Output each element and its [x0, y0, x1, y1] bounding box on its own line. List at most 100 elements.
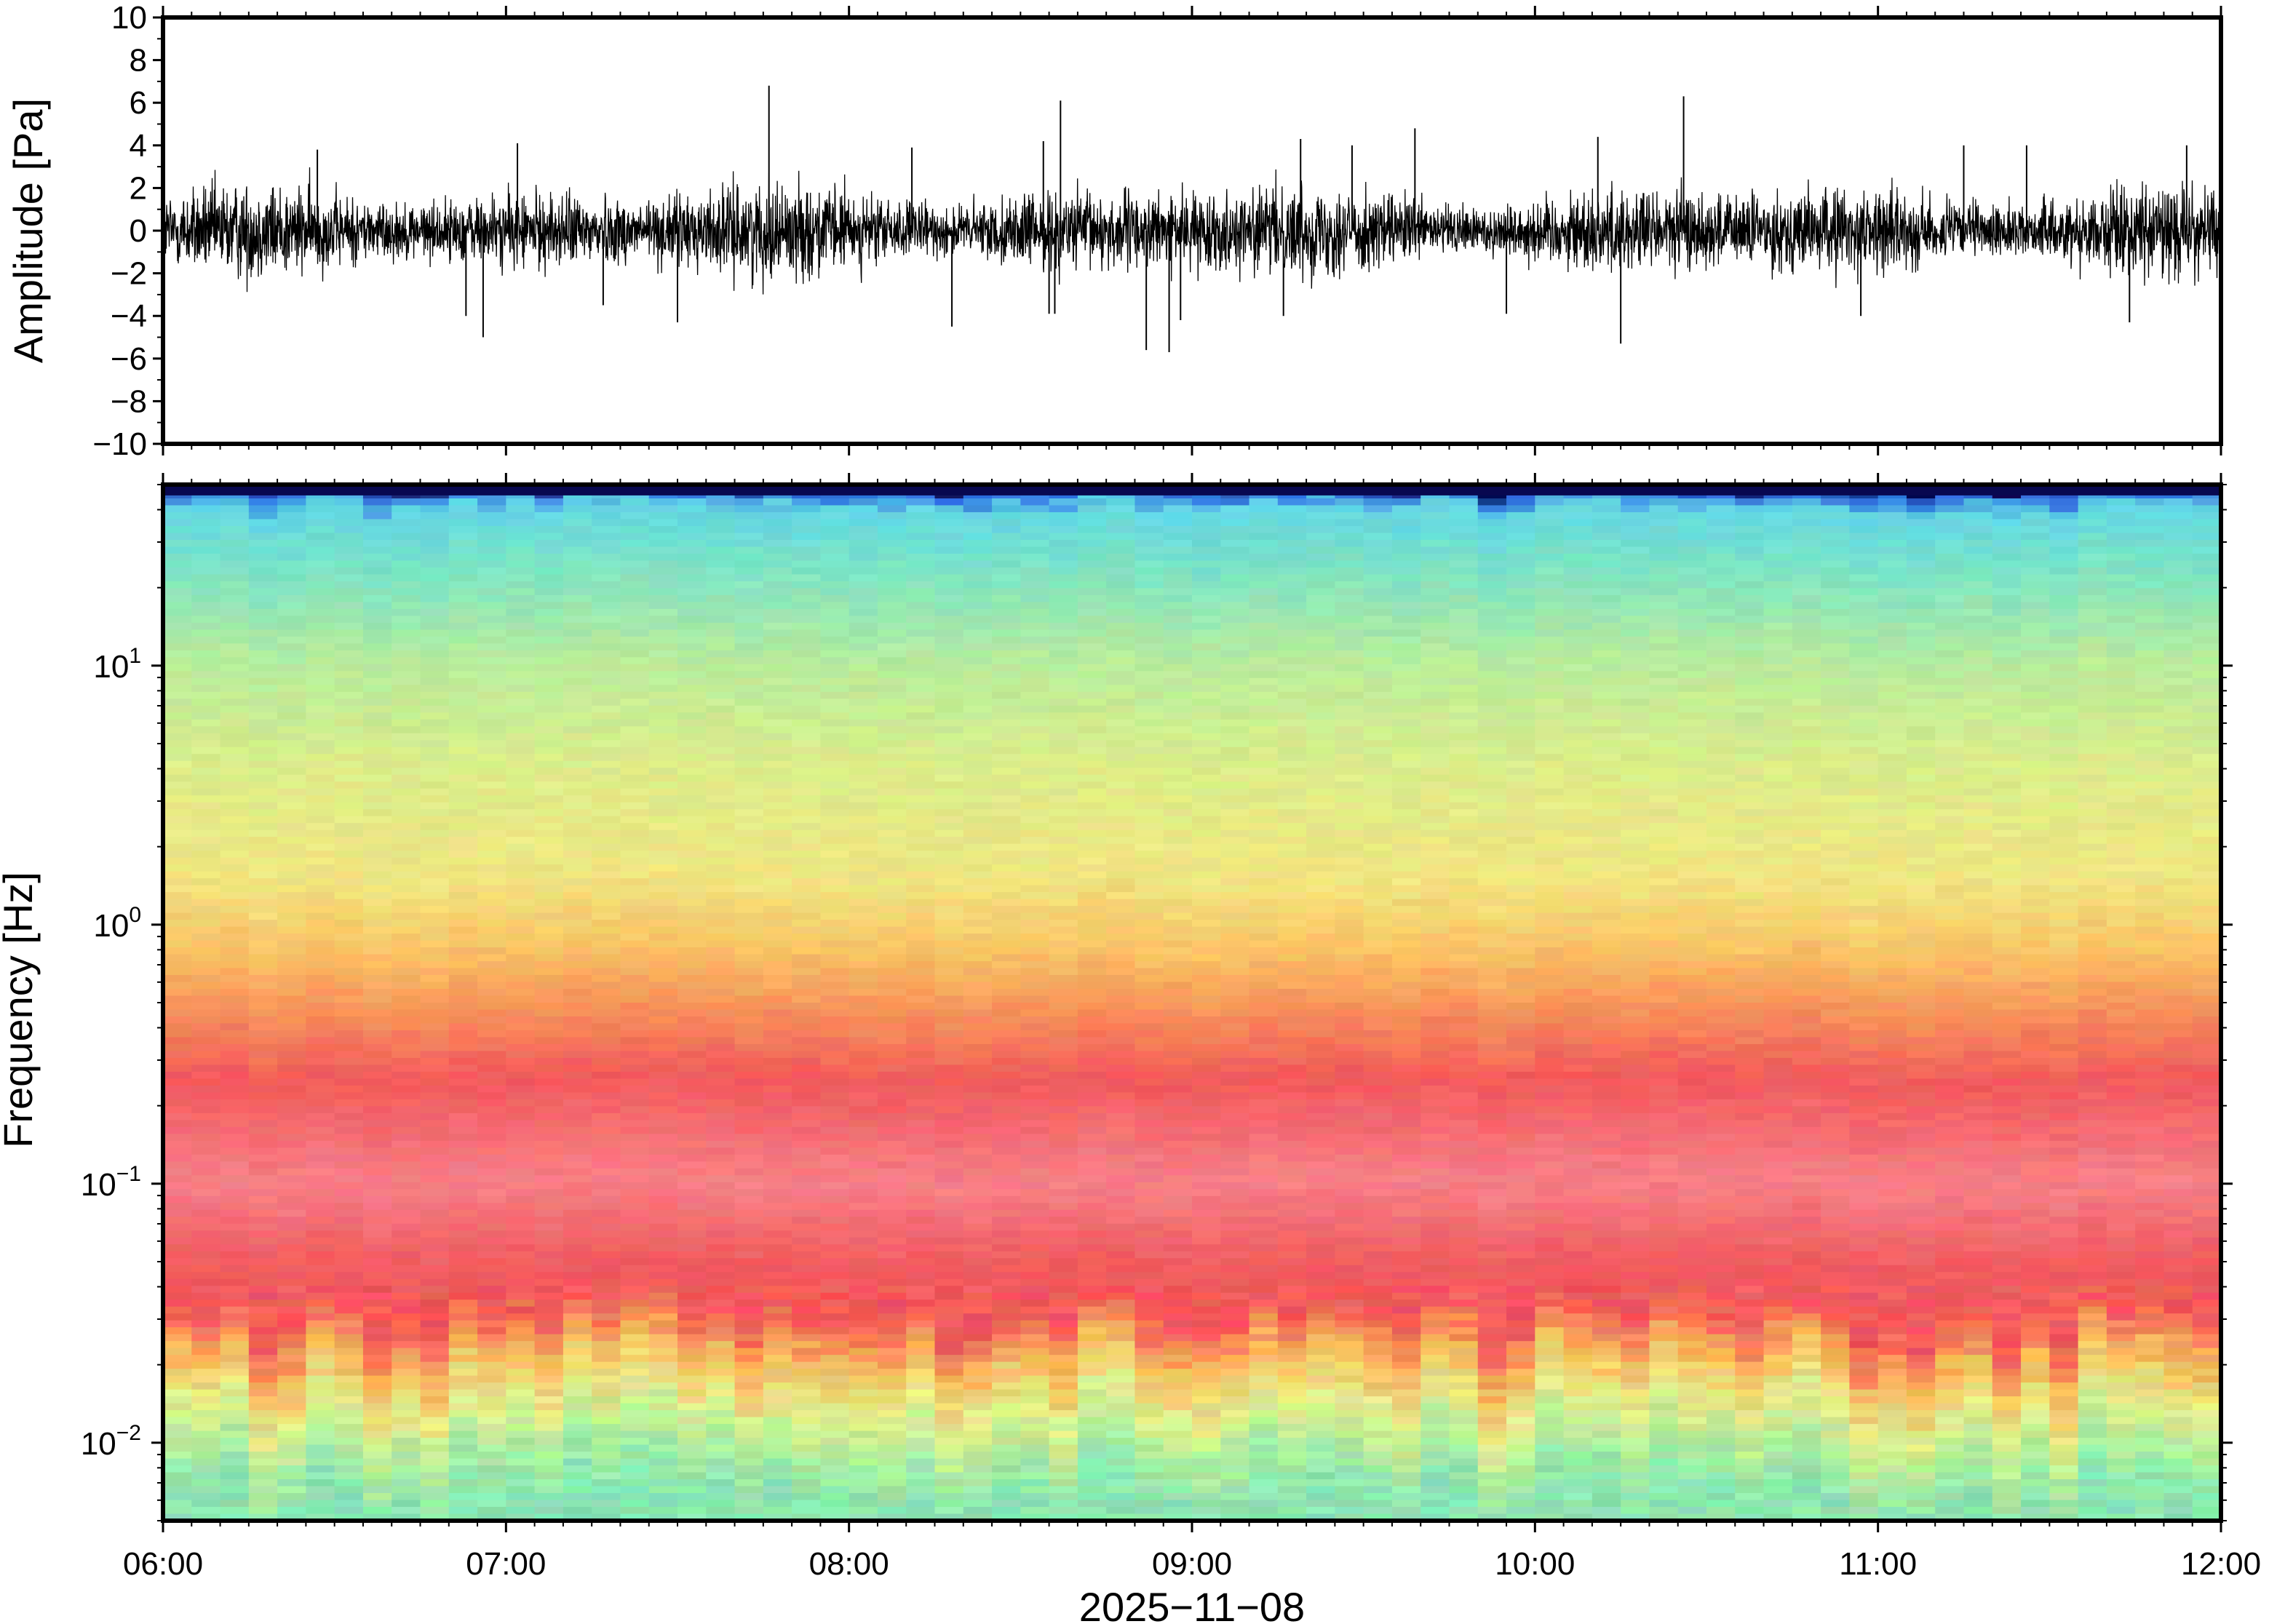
spectrogram-cell: [362, 1140, 393, 1149]
spectrogram-cell: [734, 1313, 764, 1321]
spectrogram-cell: [306, 608, 335, 617]
waveform-y-tick-label: 6: [130, 85, 147, 121]
spectrogram-cell: [934, 1223, 964, 1232]
spectrogram-cell: [477, 885, 507, 893]
spectrogram-cell: [248, 1003, 278, 1011]
spectrogram-cell: [420, 602, 450, 610]
spectrogram-cell: [362, 1030, 393, 1038]
spectrogram-cell: [906, 1009, 936, 1017]
spectrogram-cell: [563, 553, 592, 562]
spectrogram-cell: [820, 816, 850, 824]
spectrogram-cell: [448, 1313, 478, 1321]
spectrogram-cell: [220, 989, 250, 997]
spectrogram-cell: [248, 622, 278, 631]
spectrogram-cell: [849, 1203, 878, 1211]
spectrogram-cell: [534, 1251, 564, 1259]
spectrogram-cell: [849, 519, 878, 527]
spectrogram-cell: [992, 1438, 1022, 1446]
spectrogram-cell: [477, 650, 507, 658]
spectrogram-cell: [763, 1057, 792, 1066]
spectrogram-cell: [477, 1403, 507, 1411]
spectrogram-cell: [277, 1092, 307, 1100]
spectrogram-cell: [820, 1403, 850, 1411]
spectrogram-cell: [420, 1043, 450, 1052]
spectrogram-cell: [306, 1203, 335, 1211]
spectrogram-cell: [1020, 1244, 1050, 1252]
spectrogram-cell: [763, 1009, 792, 1017]
spectrogram-cell: [592, 809, 621, 817]
spectrogram-cell: [734, 567, 764, 576]
spectrogram-cell: [734, 829, 764, 837]
spectrogram-cell: [477, 774, 507, 783]
spectrogram-cell: [220, 1217, 250, 1225]
spectrogram-cell: [1049, 1112, 1078, 1121]
spectrogram-cell: [763, 1209, 792, 1218]
spectrogram-cell: [477, 1140, 507, 1149]
spectrogram-cell: [934, 1099, 964, 1107]
spectrogram-cell: [362, 975, 393, 983]
spectrogram-cell: [906, 657, 936, 665]
spectrogram-cell: [277, 989, 307, 997]
spectrogram-cell: [362, 1016, 393, 1024]
spectrogram-cell: [992, 1182, 1022, 1190]
spectrogram-cell: [906, 1134, 936, 1142]
spectrogram-cell: [220, 726, 250, 734]
spectrogram-cell: [992, 1217, 1022, 1225]
spectrogram-cell: [849, 788, 878, 796]
spectrogram-cell: [534, 968, 564, 976]
spectrogram-cell: [763, 664, 792, 672]
spectrogram-cell: [763, 505, 792, 513]
spectrogram-cell: [392, 1009, 421, 1017]
spectrogram-cell: [420, 546, 450, 554]
spectrogram-cell: [191, 1320, 221, 1328]
spectrogram-cell: [763, 1189, 792, 1197]
spectrogram-cell: [506, 920, 536, 928]
spectrogram-cell: [792, 816, 822, 824]
spectrogram-cell: [792, 1134, 822, 1142]
spectrogram-cell: [506, 685, 536, 693]
spectrogram-cell: [620, 525, 650, 534]
spectrogram-cell: [1020, 629, 1050, 637]
spectrogram-cell: [677, 1003, 707, 1011]
spectrogram-cell: [477, 1513, 507, 1521]
spectrogram-cell: [792, 1278, 822, 1287]
spectrogram-cell: [477, 525, 507, 534]
spectrogram-cell: [1049, 802, 1078, 810]
spectrogram-cell: [534, 1438, 564, 1446]
spectrogram-cell: [277, 1348, 307, 1356]
spectrogram-cell: [448, 1223, 478, 1232]
spectrogram-cell: [648, 1258, 678, 1266]
spectrogram-cell: [734, 1396, 764, 1404]
spectrogram-cell: [334, 643, 364, 651]
spectrogram-cell: [734, 1168, 764, 1177]
spectrogram-cell: [877, 857, 907, 865]
spectrogram-cell: [734, 525, 764, 534]
spectrogram-cell: [849, 539, 878, 548]
spectrogram-cell: [763, 1244, 792, 1252]
spectrogram-cell: [220, 781, 250, 789]
spectrogram-cell: [992, 864, 1022, 872]
spectrogram-cell: [992, 1355, 1022, 1363]
spectrogram-cell: [877, 512, 907, 520]
spectrogram-cell: [534, 650, 564, 658]
spectrogram-cell: [592, 539, 621, 548]
spectrogram-cell: [248, 781, 278, 789]
spectrogram-cell: [677, 802, 707, 810]
spectrogram-cell: [763, 788, 792, 796]
spectrogram-cell: [677, 1444, 707, 1452]
spectrogram-cell: [448, 1265, 478, 1273]
spectrogram-cell: [792, 760, 822, 769]
spectrogram-cell: [906, 885, 936, 893]
spectrogram-cell: [677, 546, 707, 554]
spectrogram-cell: [563, 1209, 592, 1218]
spectrogram-cell: [877, 947, 907, 955]
spectrogram-cell: [734, 726, 764, 734]
spectrogram-cell: [677, 1292, 707, 1301]
spectrogram-cell: [849, 1023, 878, 1031]
spectrogram-cell: [1020, 1168, 1050, 1177]
spectrogram-cell: [534, 1085, 564, 1094]
spectrogram-cell: [448, 1500, 478, 1508]
spectrogram-cell: [420, 857, 450, 865]
spectrogram-cell: [763, 857, 792, 865]
spectrogram-cell: [248, 726, 278, 734]
